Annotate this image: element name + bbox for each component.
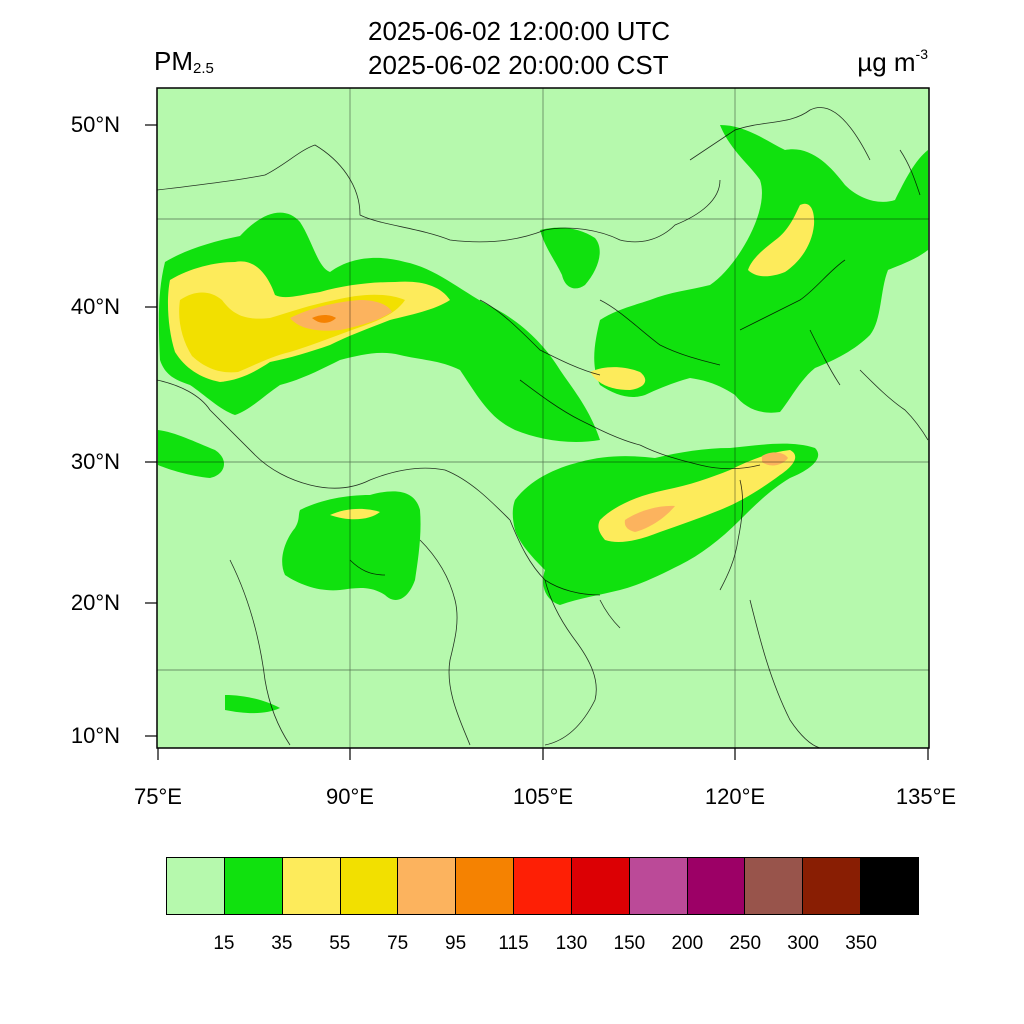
contour-green-far-west xyxy=(158,430,225,478)
colorbar-swatch xyxy=(745,858,804,914)
colorbar-label: 75 xyxy=(387,933,409,954)
units-sup: -3 xyxy=(915,46,928,62)
units-label: µg m-3 xyxy=(857,46,928,78)
variable-label: PM2.5 xyxy=(154,46,214,77)
contour-red-hotspot xyxy=(312,315,336,323)
lon-label-75e: 75°E xyxy=(134,784,182,809)
colorbar-swatch xyxy=(687,858,746,914)
title-utc-time: 2025-06-02 12:00:00 UTC xyxy=(368,16,671,46)
graticule xyxy=(157,88,929,748)
lon-label-90e: 90°E xyxy=(326,784,374,809)
colorbar-swatch xyxy=(803,858,862,914)
colorbar-swatch xyxy=(629,858,688,914)
pm25-contours xyxy=(158,125,928,714)
variable-main: PM xyxy=(154,46,193,76)
colorbar-swatch xyxy=(340,858,399,914)
colorbar-swatch xyxy=(282,858,341,914)
colorbar-swatch xyxy=(514,858,572,914)
colorbar-swatch xyxy=(571,858,630,914)
axis-ticks xyxy=(145,124,929,760)
colorbar-label: 300 xyxy=(787,933,819,954)
lat-label-30n: 30°N xyxy=(70,449,120,474)
title-cst-time: 2025-06-02 20:00:00 CST xyxy=(368,50,669,80)
contour-green-india xyxy=(282,491,421,600)
colorbar-label: 250 xyxy=(729,933,762,954)
lat-label-20n: 20°N xyxy=(70,590,120,615)
units-main: µg m xyxy=(857,47,916,77)
lon-label-120e: 120°E xyxy=(704,784,766,809)
colorbar-label: 200 xyxy=(671,933,704,954)
colorbar-swatch xyxy=(224,858,283,914)
boundaries xyxy=(156,107,929,749)
lon-label-135e: 135°E xyxy=(895,784,957,809)
colorbar-label: 115 xyxy=(498,933,529,954)
colorbar-label: 15 xyxy=(213,933,235,954)
contour-green-sea xyxy=(225,695,280,714)
colorbar-swatch xyxy=(167,858,225,914)
contour-orange-south xyxy=(624,505,675,532)
lat-label-10n: 10°N xyxy=(70,723,120,748)
colorbar-label: 55 xyxy=(329,933,351,954)
colorbar-label: 130 xyxy=(555,933,588,954)
colorbar-label: 150 xyxy=(613,933,646,954)
colorbar-label: 35 xyxy=(271,933,293,954)
contour-yellow-north-china xyxy=(590,367,646,390)
contour-orange-west xyxy=(290,300,392,331)
colorbar-label: 95 xyxy=(445,933,467,954)
variable-sub: 2.5 xyxy=(193,60,214,77)
colorbar xyxy=(166,857,919,915)
contour-yellow-india xyxy=(330,508,380,520)
colorbar-label: 350 xyxy=(845,933,877,954)
lat-label-50n: 50°N xyxy=(70,112,120,137)
lat-label-40n: 40°N xyxy=(70,294,120,319)
contour-yellow-northeast xyxy=(748,203,815,277)
contour-green-west xyxy=(158,212,600,442)
colorbar-swatch xyxy=(456,858,515,914)
contour-green-mongolia xyxy=(540,227,600,289)
colorbar-swatch xyxy=(398,858,457,914)
colorbar-swatch xyxy=(861,858,918,914)
lon-label-105e: 105°E xyxy=(512,784,574,809)
